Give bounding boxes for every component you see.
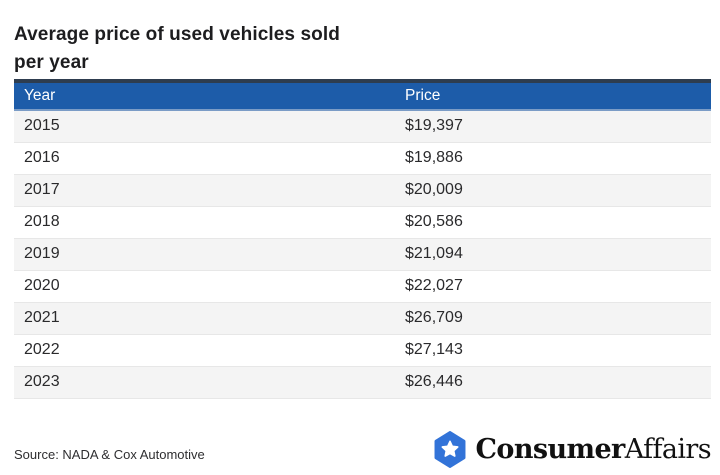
year-cell: 2019 — [14, 238, 395, 271]
star-hexagon-icon — [434, 431, 466, 468]
brand-logo: ConsumerAffairs — [433, 431, 712, 468]
price-cell: $19,886 — [395, 142, 711, 175]
table-row: 2023 $26,446 — [14, 366, 711, 399]
brand-wordmark: ConsumerAffairs — [475, 434, 712, 465]
table-row: 2019 $21,094 — [14, 238, 711, 271]
chart-title: Average price of used vehicles sold per … — [14, 24, 340, 73]
year-cell: 2016 — [14, 142, 395, 175]
price-cell: $20,009 — [395, 174, 711, 207]
price-cell: $19,397 — [395, 110, 711, 143]
table-row: 2021 $26,709 — [14, 302, 711, 335]
price-cell: $20,586 — [395, 206, 711, 239]
price-cell: $22,027 — [395, 270, 711, 303]
year-cell: 2023 — [14, 366, 395, 399]
price-cell: $26,446 — [395, 366, 711, 399]
year-cell: 2022 — [14, 334, 395, 367]
brand-wordmark-affairs: Affairs — [624, 434, 712, 465]
price-cell: $26,709 — [395, 302, 711, 335]
source-note: Source: NADA & Cox Automotive — [14, 447, 205, 462]
year-cell: 2017 — [14, 174, 395, 207]
column-header-price: Price — [395, 81, 711, 111]
price-cell: $27,143 — [395, 334, 711, 367]
year-cell: 2020 — [14, 270, 395, 303]
table-row: 2017 $20,009 — [14, 174, 711, 207]
table-row: 2016 $19,886 — [14, 142, 711, 175]
footer: Source: NADA & Cox Automotive ConsumerAf… — [14, 431, 712, 468]
column-header-year: Year — [14, 81, 395, 111]
year-cell: 2021 — [14, 302, 395, 335]
price-cell: $21,094 — [395, 238, 711, 271]
year-cell: 2018 — [14, 206, 395, 239]
table-row: 2022 $27,143 — [14, 334, 711, 367]
year-cell: 2015 — [14, 110, 395, 143]
table-row: 2015 $19,397 — [14, 110, 711, 143]
price-table: Year Price 2015 $19,397 2016 $19,886 201… — [14, 79, 711, 399]
brand-wordmark-consumer: Consumer — [475, 434, 626, 465]
table-row: 2020 $22,027 — [14, 270, 711, 303]
table-row: 2018 $20,586 — [14, 206, 711, 239]
table-header-row: Year Price — [14, 81, 711, 111]
